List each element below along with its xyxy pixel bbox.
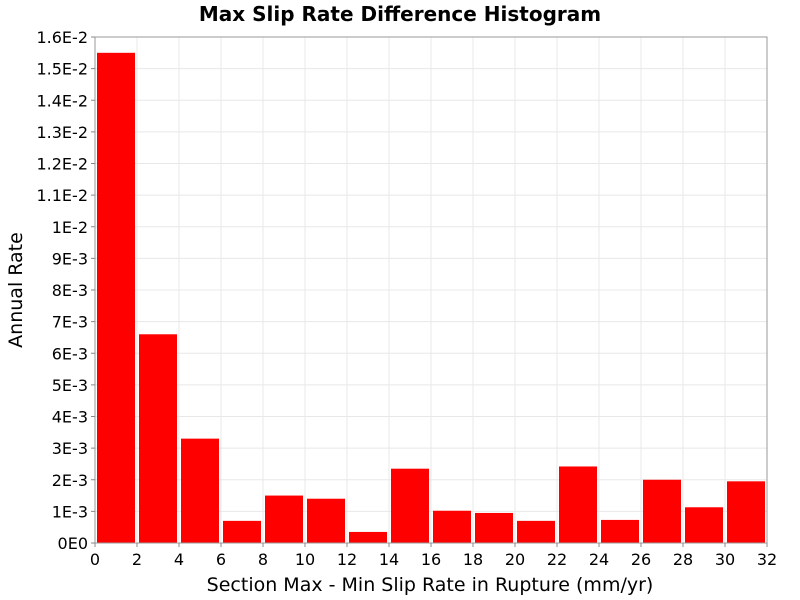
y-tick-label-12: 1.2E-2 — [36, 155, 88, 174]
x-tick-label-11: 22 — [547, 550, 567, 569]
bar-2 — [181, 438, 219, 543]
y-tick-label-5: 5E-3 — [52, 376, 88, 395]
y-tick-label-9: 9E-3 — [52, 249, 88, 268]
bar-4 — [265, 495, 303, 543]
y-tick-label-10: 1E-2 — [52, 218, 88, 237]
x-tick-label-2: 4 — [174, 550, 184, 569]
y-axis-ticks: 0E0 1E-3 2E-3 3E-3 4E-3 5E-3 6E-3 7E-3 8E-3 9E-3 1… — [36, 28, 95, 553]
x-tick-label-6: 12 — [337, 550, 357, 569]
y-tick-label-0: 0E0 — [58, 534, 88, 553]
y-tick-label-1: 1E-3 — [52, 502, 88, 521]
x-tick-label-0: 0 — [90, 550, 100, 569]
y-tick-label-14: 1.4E-2 — [36, 91, 88, 110]
bar-1 — [139, 334, 177, 543]
x-tick-label-10: 20 — [505, 550, 525, 569]
y-tick-label-11: 1.1E-2 — [36, 186, 88, 205]
y-tick-label-13: 1.3E-2 — [36, 123, 88, 142]
bar-8 — [433, 510, 471, 543]
bar-12 — [601, 519, 639, 543]
bar-10 — [517, 520, 555, 543]
x-axis-label: Section Max - Min Slip Rate in Rupture (… — [207, 574, 654, 596]
x-tick-label-1: 2 — [132, 550, 142, 569]
bar-7 — [391, 468, 429, 543]
x-tick-label-3: 6 — [216, 550, 226, 569]
y-tick-label-3: 3E-3 — [52, 439, 88, 458]
y-tick-label-8: 8E-3 — [52, 281, 88, 300]
bar-5 — [307, 498, 345, 543]
x-tick-label-9: 18 — [463, 550, 483, 569]
y-tick-label-2: 2E-3 — [52, 471, 88, 490]
x-tick-label-4: 8 — [258, 550, 268, 569]
x-tick-label-5: 10 — [295, 550, 315, 569]
bar-0 — [97, 52, 135, 543]
y-tick-label-16: 1.6E-2 — [36, 28, 88, 47]
y-tick-label-7: 7E-3 — [52, 313, 88, 332]
bar-6 — [349, 531, 387, 543]
x-tick-label-7: 14 — [379, 550, 399, 569]
bar-11 — [559, 466, 597, 543]
chart-title: Max Slip Rate Difference Histogram — [199, 2, 601, 26]
y-tick-label-6: 6E-3 — [52, 344, 88, 363]
bar-13 — [643, 479, 681, 543]
y-axis-label: Annual Rate — [5, 232, 27, 348]
bar-15 — [727, 481, 765, 543]
bar-3 — [223, 520, 261, 543]
x-tick-label-12: 24 — [589, 550, 609, 569]
bars — [97, 52, 765, 543]
bar-9 — [475, 512, 513, 543]
y-tick-label-15: 1.5E-2 — [36, 60, 88, 79]
y-tick-label-4: 4E-3 — [52, 408, 88, 427]
x-axis-ticks: 0 2 4 6 8 10 12 14 16 18 20 22 24 26 28 30 32 — [90, 543, 777, 569]
x-tick-label-13: 26 — [631, 550, 651, 569]
x-tick-label-14: 28 — [673, 550, 693, 569]
x-tick-label-8: 16 — [421, 550, 441, 569]
bar-14 — [685, 507, 723, 543]
x-tick-label-15: 30 — [715, 550, 735, 569]
x-tick-label-16: 32 — [757, 550, 777, 569]
